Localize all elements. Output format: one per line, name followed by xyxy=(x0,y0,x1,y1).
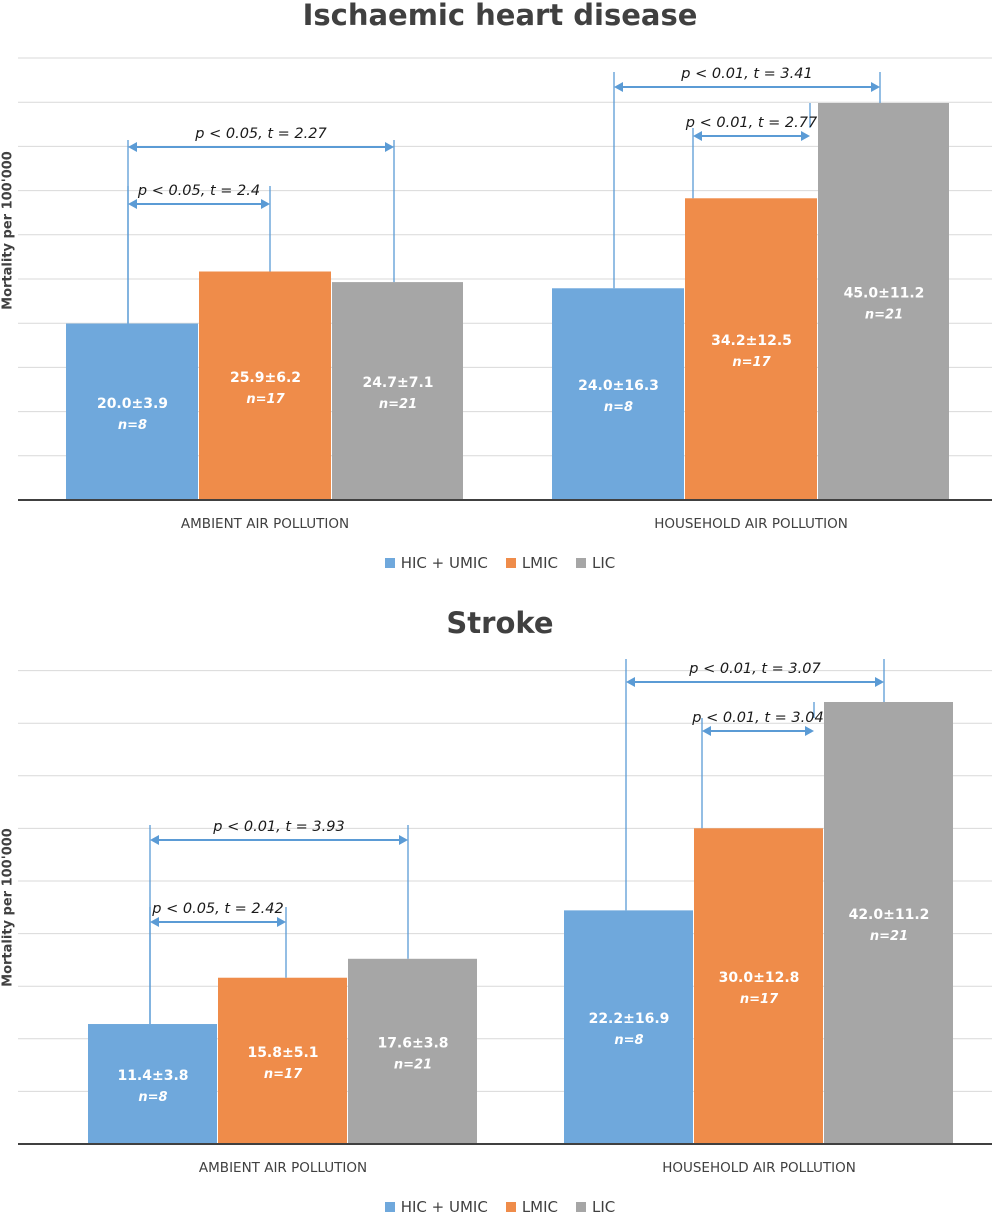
bar xyxy=(218,977,347,1144)
arrowhead xyxy=(128,199,137,209)
sample-size-label: n=8 xyxy=(118,418,147,433)
sample-size-label: n=8 xyxy=(614,1033,643,1048)
bar xyxy=(348,958,477,1144)
chart-title: Ischaemic heart disease xyxy=(302,0,698,32)
legend-swatch-lic xyxy=(576,558,587,568)
arrowhead xyxy=(626,677,635,687)
legend-swatch-hic-umic xyxy=(384,1202,395,1212)
legend-swatch-lmic xyxy=(505,558,516,568)
arrowhead xyxy=(150,835,159,845)
arrowhead xyxy=(399,835,408,845)
comparison-label: p < 0.05, t = 2.27 xyxy=(194,126,327,142)
legend-label: LMIC xyxy=(521,554,559,572)
ihd-bar-chart: 20.0±3.9 n=8 25.9±6.2 n=17 24.7±7.1 n=21 AMBIE… xyxy=(18,57,992,532)
data-label: 20.0±3.9 xyxy=(97,396,168,412)
legend-item-hic-umic: HIC + UMIC xyxy=(384,1198,488,1216)
legend-swatch-lic xyxy=(576,1202,587,1212)
comparison-label: p < 0.01, t = 3.07 xyxy=(688,661,821,677)
legend-label: LMIC xyxy=(521,1198,559,1216)
legend-item-hic-umic: HIC + UMIC xyxy=(384,554,488,572)
data-label: 30.0±12.8 xyxy=(719,970,800,986)
legend: HIC + UMIC LMIC LIC xyxy=(0,1198,1000,1216)
category-tick-label: HOUSEHOLD AIR POLLUTION xyxy=(662,1160,856,1176)
data-label: 42.0±11.2 xyxy=(849,907,930,923)
legend-label: HIC + UMIC xyxy=(400,1198,488,1216)
arrowhead xyxy=(801,131,810,141)
data-label: 45.0±11.2 xyxy=(844,286,925,302)
data-label: 25.9±6.2 xyxy=(230,370,301,386)
data-label: 11.4±3.8 xyxy=(117,1068,188,1084)
category-tick-label: AMBIENT AIR POLLUTION xyxy=(181,516,349,532)
ihd-chart-panel: Ischaemic heart disease Mortality per 10… xyxy=(0,0,1000,612)
arrowhead xyxy=(150,917,159,927)
legend-swatch-hic-umic xyxy=(384,558,395,568)
data-label: 24.7±7.1 xyxy=(362,375,433,391)
comparison-label: p < 0.01, t = 2.77 xyxy=(685,115,818,131)
sample-size-label: n=21 xyxy=(865,308,903,323)
arrowhead xyxy=(702,726,711,736)
legend-swatch-lmic xyxy=(505,1202,516,1212)
data-label: 17.6±3.8 xyxy=(377,1035,448,1051)
sample-size-label: n=17 xyxy=(264,1067,303,1082)
sample-size-label: n=17 xyxy=(246,392,285,407)
bar xyxy=(824,702,953,1144)
stroke-chart-panel: Stroke Mortality per 100'000 11.4±3.8 n=8… xyxy=(0,606,1000,1228)
legend-item-lmic: LMIC xyxy=(505,1198,559,1216)
category-tick-label: AMBIENT AIR POLLUTION xyxy=(199,1160,367,1176)
comparison-label: p < 0.01, t = 3.41 xyxy=(680,66,812,82)
sample-size-label: n=8 xyxy=(604,400,633,415)
category-tick-label: HOUSEHOLD AIR POLLUTION xyxy=(654,516,848,532)
bar xyxy=(694,828,823,1144)
comparison-label: p < 0.01, t = 3.04 xyxy=(691,710,823,726)
arrowhead xyxy=(693,131,702,141)
comparison-label: p < 0.05, t = 2.42 xyxy=(151,901,283,917)
legend-label: HIC + UMIC xyxy=(400,554,488,572)
arrowhead xyxy=(614,82,623,92)
bar xyxy=(685,198,817,500)
sample-size-label: n=17 xyxy=(740,992,779,1007)
bar xyxy=(818,103,949,500)
data-label: 34.2±12.5 xyxy=(711,333,792,349)
legend: HIC + UMIC LMIC LIC xyxy=(0,554,1000,572)
data-label: 22.2±16.9 xyxy=(589,1011,670,1027)
arrowhead xyxy=(277,917,286,927)
bar xyxy=(66,323,198,500)
bar xyxy=(88,1024,217,1144)
sample-size-label: n=21 xyxy=(870,929,908,944)
arrowhead xyxy=(871,82,880,92)
sample-size-label: n=21 xyxy=(379,397,417,412)
sample-size-label: n=8 xyxy=(138,1090,167,1105)
stroke-bar-chart: 11.4±3.8 n=8 15.8±5.1 n=17 17.6±3.8 n=21 AMBIE… xyxy=(18,659,992,1176)
sample-size-label: n=21 xyxy=(394,1057,432,1072)
sample-size-label: n=17 xyxy=(732,355,771,370)
bar xyxy=(199,271,331,500)
data-label: 15.8±5.1 xyxy=(247,1045,318,1061)
legend-label: LIC xyxy=(592,1198,616,1216)
legend-item-lic: LIC xyxy=(576,554,615,572)
legend-item-lmic: LMIC xyxy=(505,554,559,572)
chart-title: Stroke xyxy=(446,606,554,640)
legend-label: LIC xyxy=(592,554,616,572)
data-label: 24.0±16.3 xyxy=(578,378,659,394)
bar xyxy=(552,288,684,500)
comparison-label: p < 0.05, t = 2.4 xyxy=(137,183,260,199)
arrowhead xyxy=(805,726,814,736)
arrowhead xyxy=(128,142,137,152)
bar xyxy=(332,282,463,500)
arrowhead xyxy=(875,677,884,687)
bar xyxy=(564,910,693,1144)
arrowhead xyxy=(385,142,394,152)
comparison-label: p < 0.01, t = 3.93 xyxy=(212,819,344,835)
legend-item-lic: LIC xyxy=(576,1198,615,1216)
arrowhead xyxy=(261,199,270,209)
